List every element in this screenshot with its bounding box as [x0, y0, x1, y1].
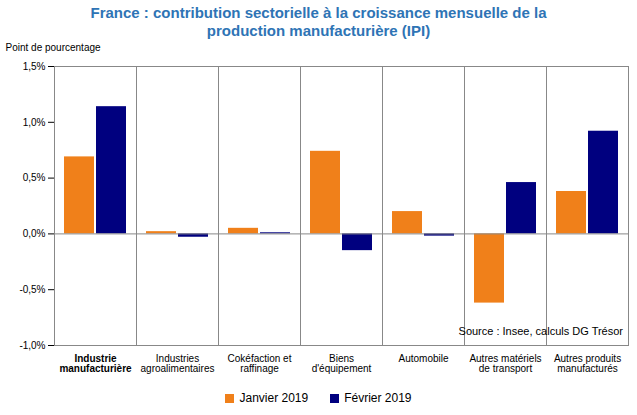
html-text:Février 2019: Février 2019 [344, 391, 412, 405]
svg-text:0,5%: 0,5% [23, 172, 46, 183]
svg-text:Point de pourcentage: Point de pourcentage [6, 42, 102, 53]
svg-text:1,5%: 1,5% [23, 61, 46, 72]
svg-text:Autres produitsmanufacturés: Autres produitsmanufacturés [554, 353, 621, 374]
svg-text:Cokéfaction etraffinage: Cokéfaction etraffinage [228, 353, 292, 374]
html-text:France : contribution sectorie: France : contribution sectorielle à la c… [90, 4, 547, 39]
svg-text:1,0%: 1,0% [23, 117, 46, 128]
svg-text:0,0%: 0,0% [23, 228, 46, 239]
svg-text:Autres matérielsde transport: Autres matérielsde transport [469, 353, 541, 374]
svg-text:Automobile: Automobile [398, 353, 448, 364]
html-text:Source : Insee, calculs DG Tré: Source : Insee, calculs DG Trésor [458, 325, 623, 337]
svg-text:Biensd'équipement: Biensd'équipement [312, 353, 372, 374]
svg-text:Industriesagroalimentaires: Industriesagroalimentaires [141, 353, 215, 374]
html-text:Janvier 2019: Janvier 2019 [239, 391, 309, 405]
svg-text:-0,5%: -0,5% [19, 284, 45, 295]
svg-text:Industriemanufacturière: Industriemanufacturière [59, 353, 132, 374]
svg-text:-1,0%: -1,0% [19, 340, 45, 351]
